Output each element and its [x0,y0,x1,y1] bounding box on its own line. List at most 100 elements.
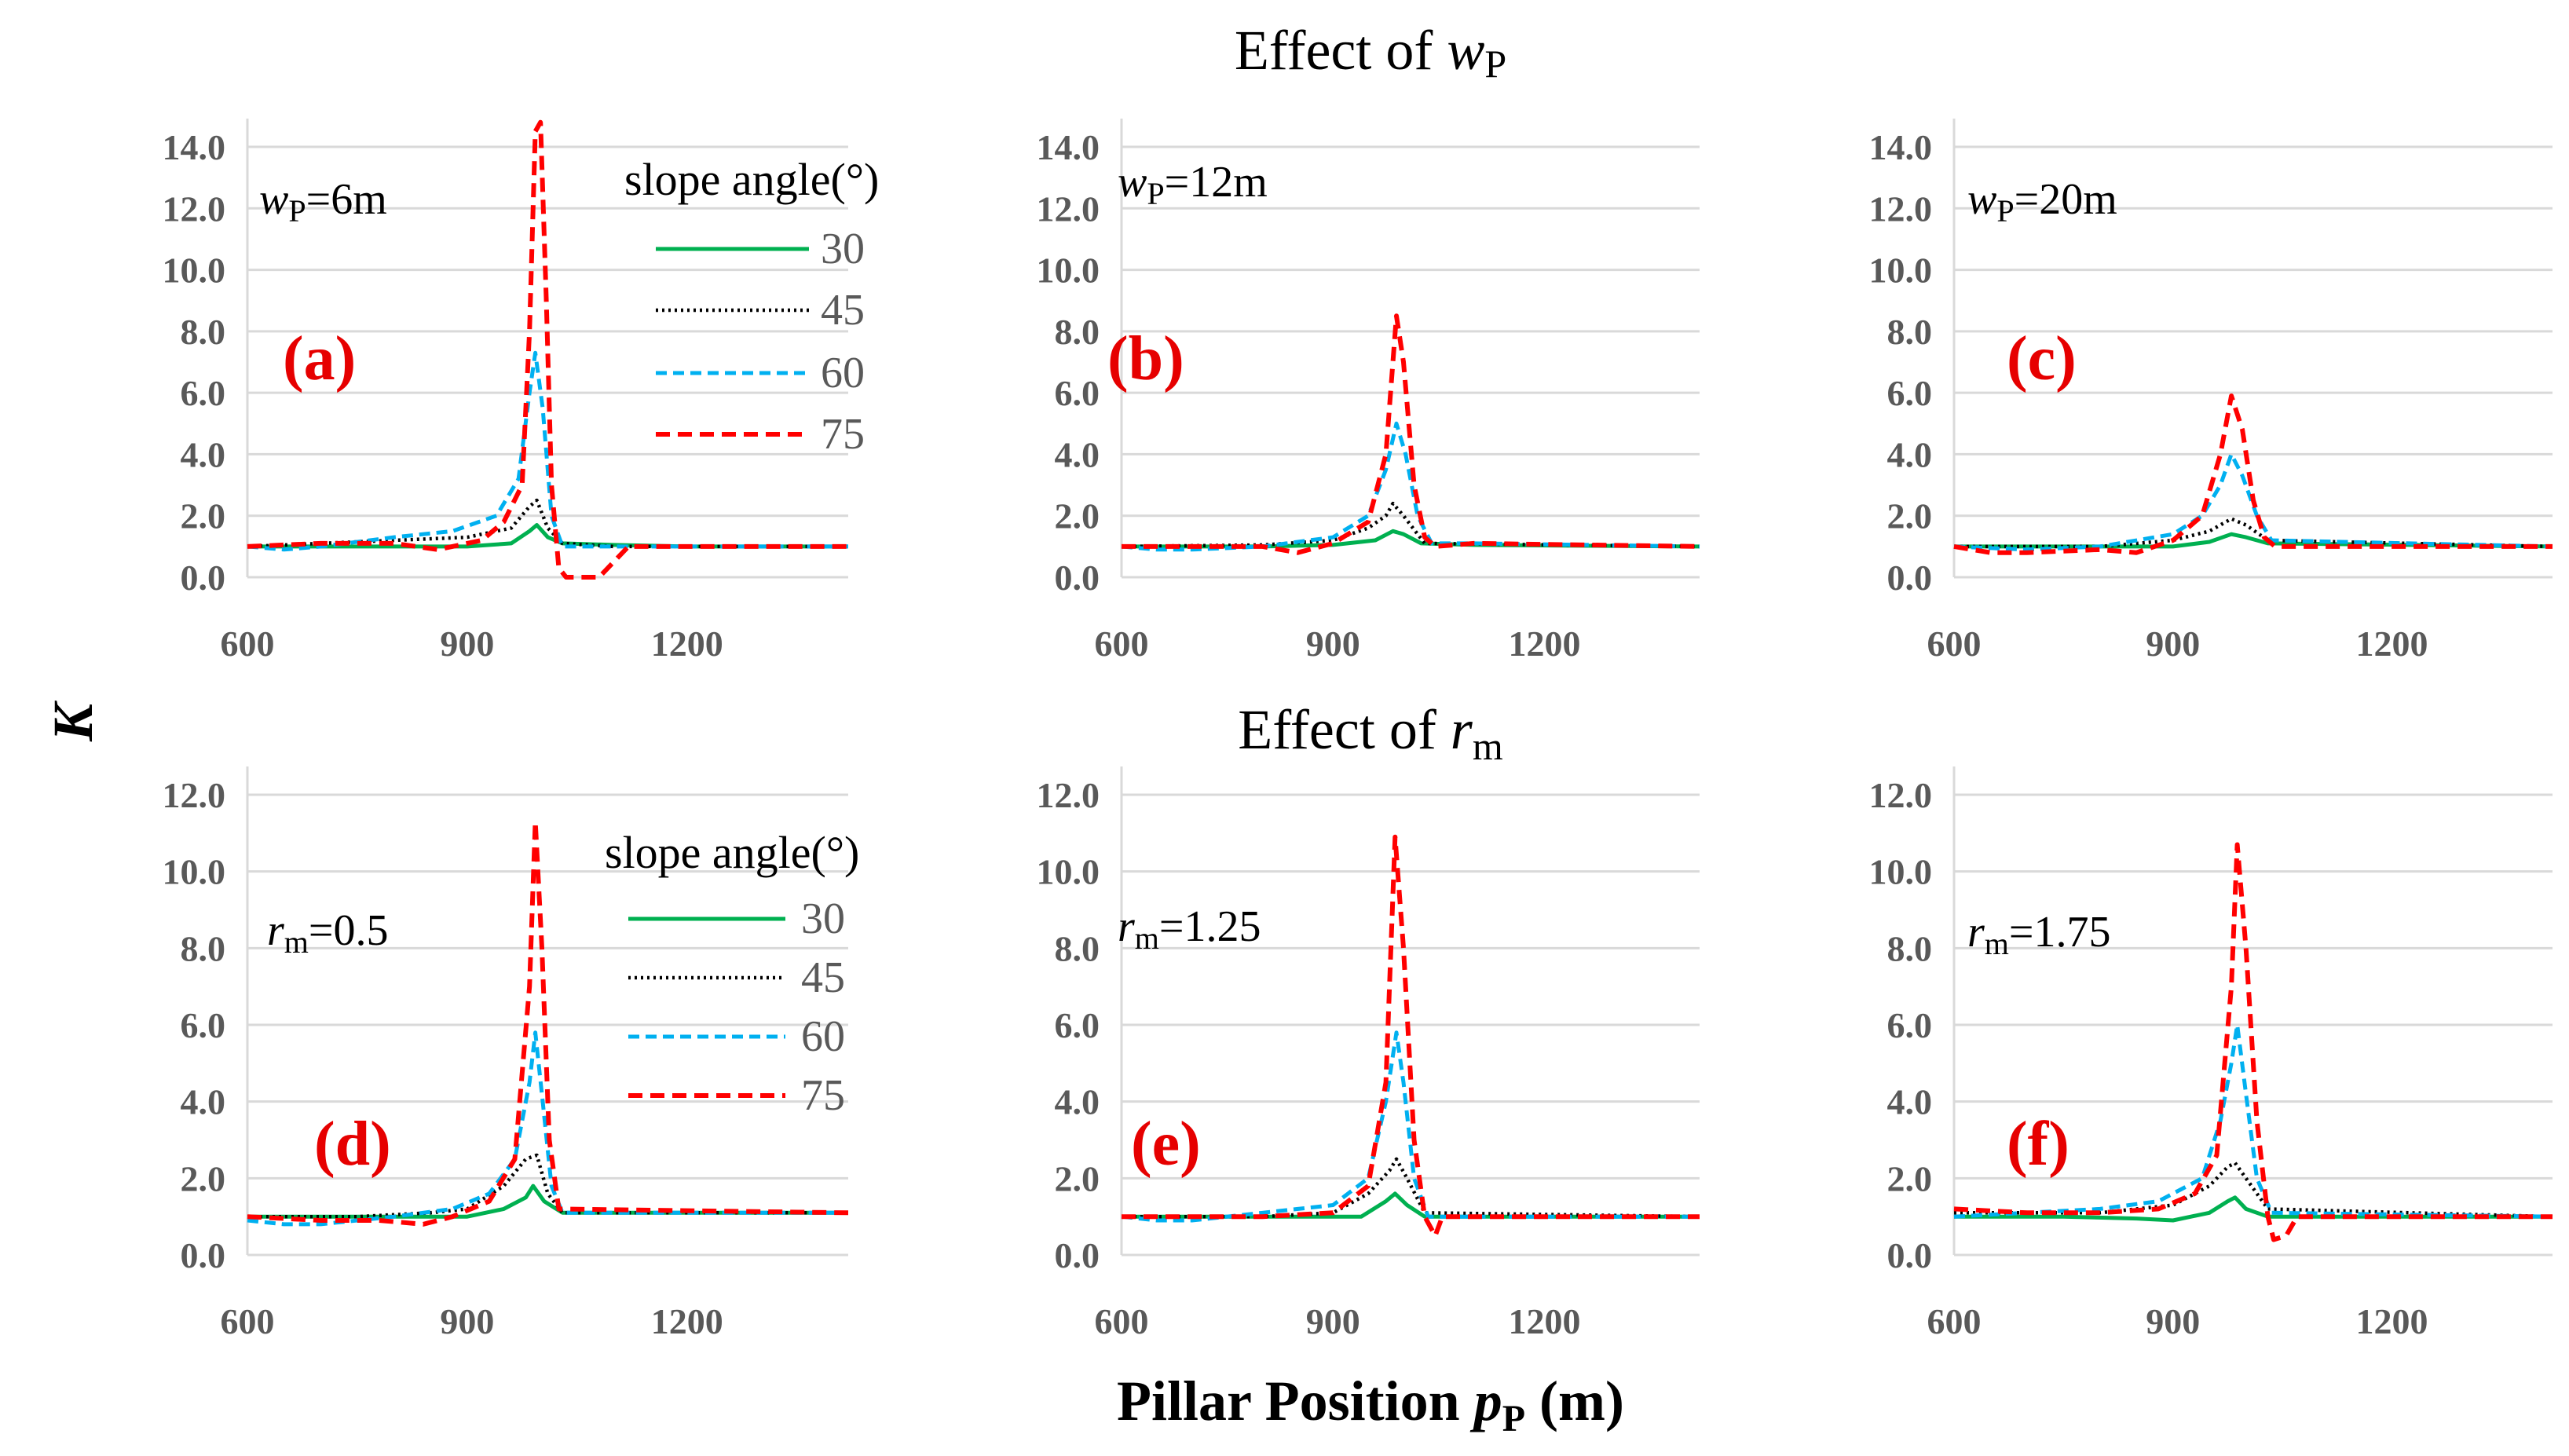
series-line-60 [1121,421,1700,552]
panel-letter: (f) [2007,1110,2069,1179]
y-tick-label: 2.0 [181,1158,226,1198]
annotation-value: =1.75 [2009,908,2111,957]
series-line-60 [1953,1022,2553,1219]
series-line-30 [1122,529,1700,549]
y-tick-label: 2.0 [1887,1158,1933,1198]
y-tick-label: 2.0 [1055,1158,1100,1198]
x-tick-label: 900 [440,1301,494,1341]
panel-annotation: wP=12m [1118,158,1268,211]
annotation-symbol: r [1118,902,1135,951]
y-tick-label: 10.0 [163,251,226,291]
x-tick-label: 600 [1095,624,1149,664]
annotation-value: =1.25 [1159,902,1261,951]
y-tick-label: 0.0 [1055,558,1100,598]
x-tick-label: 900 [440,624,494,664]
x-tick-label: 600 [1095,1301,1149,1341]
y-tick-label: 8.0 [181,312,226,352]
annotation-symbol: r [1967,908,1985,957]
x-tick-label: 900 [2146,624,2200,664]
series-line-45 [247,498,848,549]
series-line-30 [247,1183,848,1219]
annotation-subscript: m [284,924,309,960]
annotation-value: =20m [2015,175,2117,224]
annotation-subscript: P [288,193,306,229]
series-line-75 [1953,393,2553,555]
legend-label-30: 30 [801,894,845,943]
y-tick-label: 0.0 [1055,1235,1100,1275]
series-line-60 [1121,1030,1700,1223]
legend-bottom: slope angle(°) 30 45 60 75 [605,827,859,1120]
legend-title: slope angle(°) [605,827,859,878]
annotation-subscript: P [1147,176,1164,211]
chart-panel-e: 0.0 2.0 4.0 6.0 8.0 10.0 12.0 600 900 1200 rm=1.25… [1037,766,1700,1341]
x-tick-label: 1200 [1509,1301,1581,1341]
chart-panel-c: 0.0 2.0 4.0 6.0 8.0 10.0 12.0 14.0 600 900 1200 wP=… [1869,119,2553,664]
series-line-30 [1122,1191,1700,1219]
x-tick-label: 900 [2146,1301,2200,1341]
chart-panel-d: 0.0 2.0 4.0 6.0 8.0 10.0 12.0 600 900 1200 rm=0.5 (… [163,766,849,1341]
y-tick-label: 6.0 [1055,1005,1100,1045]
legend-label-45: 45 [821,286,865,335]
series-line-45 [1954,517,2553,549]
y-tick-label: 8.0 [1055,312,1100,352]
y-tick-label: 8.0 [1055,928,1100,968]
annotation-symbol: w [1118,158,1147,207]
y-tick-label: 2.0 [1887,496,1933,536]
legend-title: slope angle(°) [624,154,879,205]
legend-label-75: 75 [821,410,865,459]
series-line-75 [247,119,848,580]
legend-label-60: 60 [821,349,865,397]
y-tick-label: 12.0 [1869,188,1933,229]
panel-annotation: wP=20m [1967,175,2117,229]
y-tick-label: 14.0 [163,127,226,167]
y-tick-label: 6.0 [181,373,226,413]
annotation-symbol: w [259,175,288,224]
y-tick-label: 4.0 [1055,434,1100,474]
y-tick-label: 12.0 [163,775,226,815]
x-tick-label: 900 [1306,624,1360,664]
legend-label-30: 30 [821,225,865,273]
annotation-subscript: m [1135,920,1159,956]
panel-letter: (d) [314,1110,391,1179]
panel-letter: (b) [1107,324,1184,393]
chart-panel-f: 0.0 2.0 4.0 6.0 8.0 10.0 12.0 600 900 1200 rm=1.75… [1869,766,2553,1341]
x-tick-label: 600 [221,1301,275,1341]
series-line-75 [1953,842,2553,1242]
x-tick-label: 600 [221,624,275,664]
y-tick-label: 0.0 [1887,1235,1933,1275]
y-tick-label: 6.0 [1887,1005,1933,1045]
section-title-top: Effect of wP [1235,19,1506,86]
legend-label-75: 75 [801,1071,845,1120]
panel-letter: (a) [283,324,356,393]
y-tick-label: 2.0 [1055,496,1100,536]
y-tick-label: 6.0 [1887,373,1933,413]
x-tick-label: 1200 [2356,1301,2428,1341]
series-line-75 [247,819,849,1227]
y-tick-label: 8.0 [1887,312,1933,352]
y-tick-label: 12.0 [1869,775,1933,815]
y-tick-label: 8.0 [181,928,226,968]
annotation-symbol: w [1967,175,1996,224]
y-tick-label: 10.0 [1037,852,1100,892]
y-tick-label: 2.0 [181,496,226,536]
y-tick-label: 4.0 [1887,1082,1933,1122]
annotation-symbol: r [267,906,284,955]
legend-top: slope angle(°) 30 45 60 75 [624,154,879,459]
legend-label-60: 60 [801,1012,845,1061]
x-axis-label: Pillar Position pP (m) [1117,1370,1624,1440]
annotation-value: =6m [306,175,387,224]
y-tick-label: 12.0 [163,188,226,229]
y-axis-label: K [42,700,104,742]
y-tick-label: 14.0 [1037,127,1100,167]
panel-letter: (e) [1131,1110,1201,1179]
series-line-60 [247,1030,848,1227]
panel-letter: (c) [2007,324,2077,393]
section-title-bottom: Effect of rm [1238,698,1503,768]
y-tick-label: 14.0 [1869,127,1933,167]
x-tick-label: 600 [1927,1301,1982,1341]
panel-annotation: wP=6m [259,175,387,229]
chart-panel-a: 0.0 2.0 4.0 6.0 8.0 10.0 12.0 14.0 600 900 1200 wP=… [163,119,848,664]
x-tick-label: 1200 [651,624,723,664]
x-tick-label: 1200 [1509,624,1581,664]
annotation-value: =0.5 [309,906,389,955]
